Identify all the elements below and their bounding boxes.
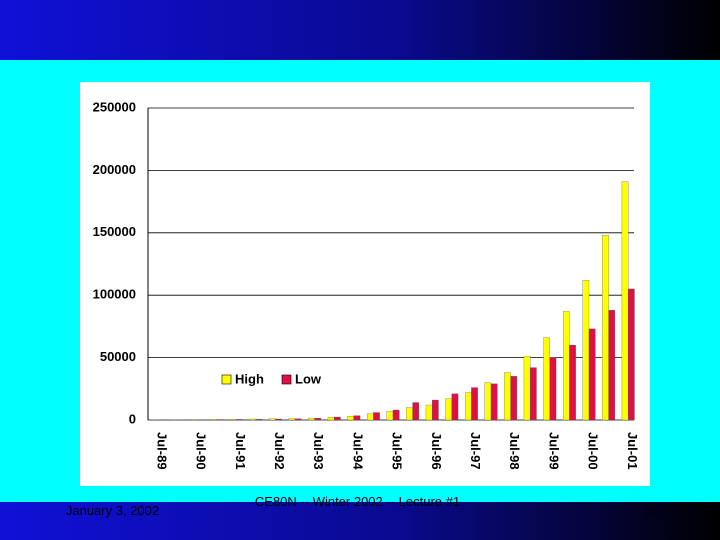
bar: [432, 399, 439, 421]
legend-box: [218, 372, 340, 390]
bar: [308, 417, 315, 421]
bar: [275, 418, 282, 421]
bar: [314, 417, 322, 421]
legend-label: Low: [295, 371, 322, 386]
bar: [549, 357, 557, 421]
bar: [294, 418, 302, 421]
bar: [582, 280, 590, 421]
x-tick-label: Jul-92: [272, 432, 287, 470]
bar: [543, 337, 550, 421]
bar: [608, 310, 616, 421]
bar: [412, 402, 420, 421]
bar: [373, 412, 380, 421]
bar: [451, 393, 459, 421]
bar: [464, 392, 472, 421]
x-tick-label: Jul-99: [546, 432, 561, 470]
bar: [425, 404, 433, 421]
footer-date: January 3, 2002: [65, 503, 160, 518]
y-tick-label: 200000: [93, 162, 136, 177]
y-tick-label: 0: [129, 411, 136, 426]
bar: [445, 398, 452, 421]
legend-swatch: [281, 374, 292, 385]
bar: [471, 387, 478, 421]
legend-swatch: [221, 374, 232, 385]
bar: [562, 311, 570, 421]
bar: [569, 344, 576, 421]
bar: [530, 367, 537, 421]
bar: [523, 356, 531, 421]
bar: [268, 418, 276, 421]
bar: [210, 419, 217, 421]
bar: [602, 235, 609, 421]
bar: [327, 417, 335, 421]
bar: [353, 415, 361, 421]
legend-label: High: [235, 371, 264, 386]
x-tick-label: Jul-89: [154, 432, 169, 470]
bar: [392, 409, 400, 421]
y-tick-label: 50000: [100, 349, 136, 364]
bar: [504, 372, 511, 421]
bar: [366, 413, 374, 421]
x-tick-label: Jul-91: [233, 432, 248, 470]
y-tick-label: 100000: [93, 287, 136, 302]
bar: [510, 376, 518, 421]
chart-area: [80, 82, 650, 486]
bar: [288, 418, 296, 421]
bar: [588, 328, 596, 421]
footer-course: CE80N -- Winter 2002 -- Lecture #1: [254, 494, 461, 509]
bar: [484, 382, 492, 421]
bar: [334, 416, 341, 421]
bar: [490, 383, 498, 421]
bar: [249, 418, 256, 421]
x-tick-label: Jul-98: [507, 432, 522, 470]
y-tick-label: 250000: [93, 99, 136, 114]
bar: [406, 407, 413, 421]
y-tick-label: 150000: [93, 224, 136, 239]
bar: [255, 419, 263, 421]
x-tick-label: Jul-95: [390, 432, 405, 470]
x-tick-label: Jul-94: [350, 432, 365, 470]
bar: [347, 416, 354, 421]
bar: [236, 419, 243, 421]
x-tick-label: Jul-96: [429, 432, 444, 470]
footer-page: 39: [642, 503, 658, 518]
bar: [628, 288, 635, 421]
x-tick-label: Jul-90: [194, 432, 209, 470]
bar: [386, 411, 394, 421]
x-tick-label: Jul-93: [311, 432, 326, 470]
bar: [621, 181, 629, 421]
bar: [229, 419, 237, 421]
x-tick-label: Jul-97: [468, 432, 483, 470]
x-tick-label: Jul-00: [586, 432, 601, 470]
x-tick-label: Jul-01: [625, 432, 640, 470]
